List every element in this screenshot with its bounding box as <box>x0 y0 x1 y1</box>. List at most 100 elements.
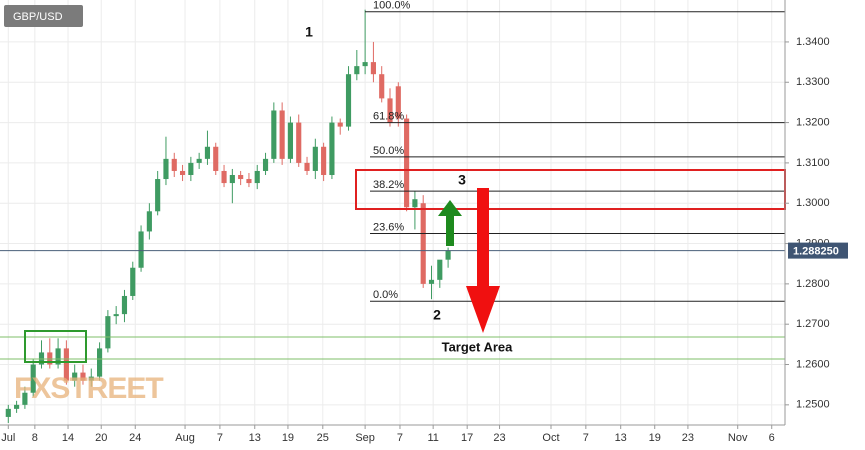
candle-body <box>138 231 144 268</box>
candle-body <box>387 98 393 123</box>
x-tick-label: 13 <box>249 432 261 444</box>
candle-body <box>304 162 310 171</box>
candle-body <box>404 118 410 208</box>
x-tick-label: 6 <box>769 432 775 444</box>
x-tick-label: 24 <box>129 432 141 444</box>
fib-label: 0.0% <box>373 289 398 301</box>
x-tick-label: 13 <box>615 432 627 444</box>
candle-body <box>428 279 435 284</box>
candle-body <box>229 175 235 184</box>
x-tick-label: 7 <box>583 432 589 444</box>
candle-body <box>22 392 28 405</box>
last-price-label: 1.288250 <box>793 246 839 258</box>
candle-body <box>130 267 136 296</box>
candle-body <box>88 376 94 381</box>
watermark: FXSTREET <box>14 372 163 405</box>
candle-body <box>80 372 86 381</box>
green-box <box>24 330 87 363</box>
candle-body <box>63 348 69 381</box>
candle-body <box>155 179 161 212</box>
x-tick-label: Aug <box>175 432 195 444</box>
y-tick-label: 1.3000 <box>796 197 830 209</box>
x-tick-label: Nov <box>728 432 748 444</box>
candle-body <box>362 62 368 67</box>
candle-body <box>188 162 194 175</box>
fib-label: 100.0% <box>373 0 411 12</box>
x-tick-label: 23 <box>493 432 505 444</box>
fib-label: 61.8% <box>373 110 404 122</box>
candle-body <box>204 146 211 159</box>
candle-body <box>445 250 451 260</box>
x-tick-label: 8 <box>32 432 38 444</box>
x-tick-label: Jul <box>1 432 15 444</box>
axes: 1.25001.26001.27001.28001.29001.30001.31… <box>1 36 848 444</box>
fib-label: 50.0% <box>373 145 404 157</box>
last-price-tag <box>788 242 848 259</box>
annotation: 3 <box>458 172 466 188</box>
candle-body <box>121 295 128 315</box>
candle-body <box>55 348 61 365</box>
candle-body <box>279 110 285 159</box>
candle-body <box>105 316 111 349</box>
candle-body <box>196 158 202 163</box>
candle-body <box>312 146 318 171</box>
symbol: GBP/USD <box>13 11 63 23</box>
candle-body <box>354 66 360 75</box>
candle-body <box>72 372 78 381</box>
x-tick-label: 20 <box>95 432 107 444</box>
candle-body <box>97 348 103 377</box>
candle-body <box>163 158 169 180</box>
candle-body <box>345 74 352 127</box>
x-tick-label: 17 <box>461 432 473 444</box>
x-tick-label: 7 <box>217 432 223 444</box>
candle-body <box>14 404 20 409</box>
fib-label: 38.2% <box>373 179 404 191</box>
candle-body <box>146 211 152 232</box>
candle-body <box>370 62 376 75</box>
x-tick-label: 7 <box>397 432 403 444</box>
candle-body <box>213 146 219 171</box>
y-tick-label: 1.3400 <box>796 36 830 48</box>
annotation: 2 <box>433 307 441 323</box>
candle-body <box>221 170 227 184</box>
y-tick-label: 1.2600 <box>796 358 830 370</box>
candle-body <box>296 122 302 163</box>
x-tick-label: 19 <box>282 432 294 444</box>
candle-body <box>254 170 260 184</box>
candle-body <box>287 122 294 159</box>
plot: 100.0% 61.8% 50.0% 38.2% 23.6% 0.0% <box>0 0 785 423</box>
x-tick-label: 19 <box>649 432 661 444</box>
candle-body <box>113 314 119 317</box>
candle-body <box>412 199 418 208</box>
candle-body <box>238 175 244 180</box>
grid <box>0 0 785 425</box>
candle-body <box>30 364 36 393</box>
y-tick-label: 1.2800 <box>796 278 830 290</box>
y-tick-label: 1.2500 <box>796 399 830 411</box>
candle-body <box>171 158 177 171</box>
x-tick-label: 23 <box>682 432 694 444</box>
candle-body <box>38 352 45 365</box>
candle-body <box>321 146 327 175</box>
x-tick-label: Sep <box>355 432 375 444</box>
candle-body <box>271 110 277 159</box>
candle-body <box>5 408 11 417</box>
symbol-badge <box>4 5 83 27</box>
candle-body <box>379 74 385 99</box>
y-tick-label: 1.2700 <box>796 318 830 330</box>
annotation: Target Area <box>442 339 514 354</box>
candle-body <box>337 122 343 127</box>
y-tick-label: 1.3200 <box>796 116 830 128</box>
candle-body <box>179 170 186 175</box>
candle-body <box>437 259 443 280</box>
annotation: 1 <box>305 24 313 40</box>
down-arrow <box>466 188 500 333</box>
x-tick-label: Oct <box>542 432 559 444</box>
x-tick-label: 11 <box>427 432 438 444</box>
candle-body <box>420 203 426 284</box>
up-arrow <box>438 200 462 246</box>
x-tick-label: 14 <box>62 432 74 444</box>
candle-body <box>47 352 53 365</box>
